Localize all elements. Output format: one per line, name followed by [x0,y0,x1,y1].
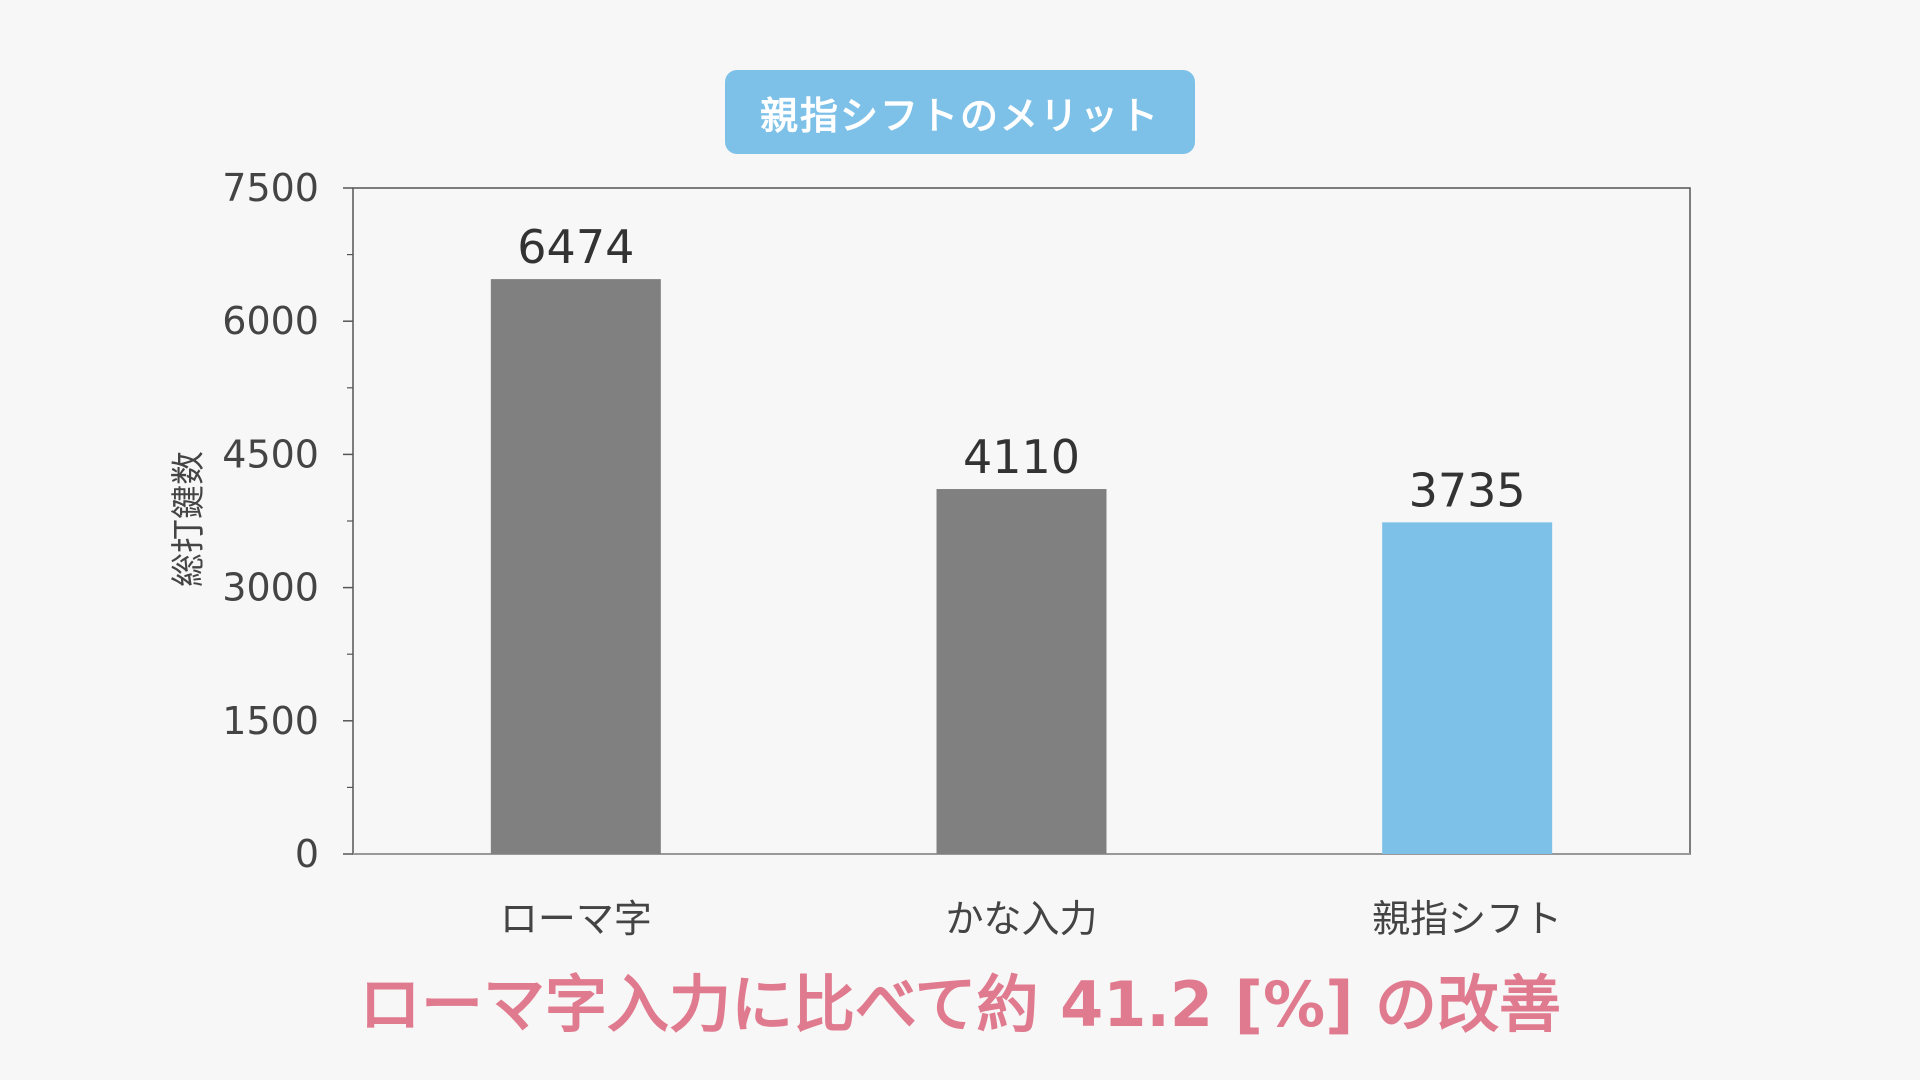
bar [490,279,661,855]
y-tick-label: 0 [295,832,319,876]
y-tick-label: 7500 [222,166,319,210]
x-category-label: ローマ字 [500,897,652,941]
y-tick-label: 3000 [222,566,319,610]
bar-value-label: 4110 [963,430,1080,484]
y-tick-label: 4500 [222,432,319,476]
bar-value-label: 3735 [1409,463,1526,517]
bar [1382,522,1553,854]
chart-title: 親指シフトのメリット [725,70,1195,154]
y-axis-ticks: 0 1500 3000 4500 6000 7500 [222,166,353,876]
x-category-label: 親指シフト [1372,897,1562,941]
bar-chart: 0 1500 3000 4500 6000 7500 6474 4110 3735 ローマ字 か… [169,166,1691,941]
value-labels: 6474 4110 3735 [517,220,1525,517]
y-tick-label: 6000 [222,299,319,343]
category-labels: ローマ字 かな入力 親指シフト [500,897,1562,941]
bar [936,489,1107,854]
y-tick-label: 1500 [222,699,319,743]
bar-value-label: 6474 [517,220,634,274]
summary-text: ローマ字入力に比べて約 41.2 [%] の改善 [358,968,1562,1041]
bars [490,279,1553,855]
y-axis-label: 総打鍵数 [169,451,209,587]
x-category-label: かな入力 [945,897,1097,941]
